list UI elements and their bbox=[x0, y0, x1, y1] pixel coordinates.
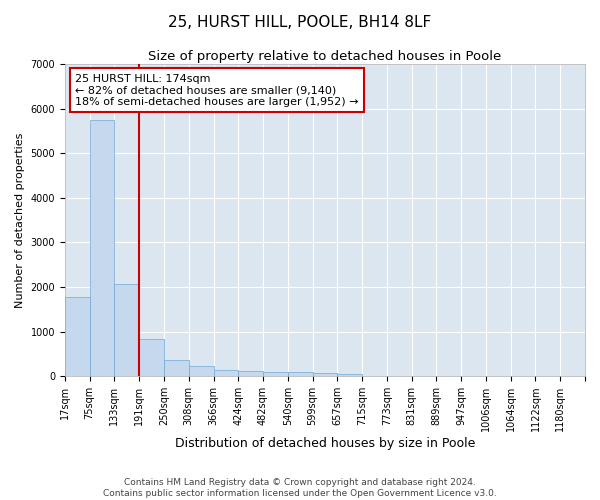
Text: 25, HURST HILL, POOLE, BH14 8LF: 25, HURST HILL, POOLE, BH14 8LF bbox=[169, 15, 431, 30]
Bar bbox=[115, 284, 139, 376]
Bar bbox=[214, 370, 238, 376]
Bar bbox=[238, 372, 263, 376]
Bar bbox=[139, 339, 164, 376]
Text: 25 HURST HILL: 174sqm
← 82% of detached houses are smaller (9,140)
18% of semi-d: 25 HURST HILL: 174sqm ← 82% of detached … bbox=[76, 74, 359, 106]
Bar bbox=[337, 374, 362, 376]
Bar bbox=[189, 366, 214, 376]
Bar bbox=[65, 297, 89, 376]
Bar bbox=[263, 372, 288, 376]
Text: Contains HM Land Registry data © Crown copyright and database right 2024.
Contai: Contains HM Land Registry data © Crown c… bbox=[103, 478, 497, 498]
Title: Size of property relative to detached houses in Poole: Size of property relative to detached ho… bbox=[148, 50, 502, 63]
Bar bbox=[313, 373, 337, 376]
Y-axis label: Number of detached properties: Number of detached properties bbox=[15, 132, 25, 308]
Bar bbox=[164, 360, 189, 376]
Bar bbox=[89, 120, 115, 376]
Bar bbox=[288, 372, 313, 376]
X-axis label: Distribution of detached houses by size in Poole: Distribution of detached houses by size … bbox=[175, 437, 475, 450]
